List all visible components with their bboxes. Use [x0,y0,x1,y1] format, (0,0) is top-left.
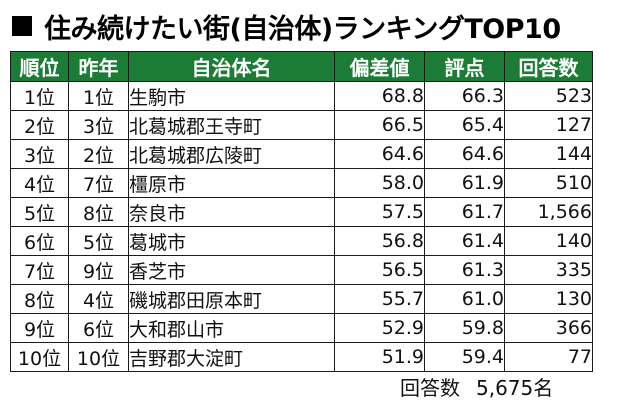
cell-rank: 8位 [10,284,69,314]
cell-rank: 4位 [10,168,69,198]
cell-deviation: 68.8 [334,81,425,111]
cell-deviation: 55.7 [334,284,425,314]
square-bullet-icon [12,16,32,36]
cell-rating: 59.4 [424,342,505,372]
cell-rank: 10位 [10,342,69,372]
header-responses: 回答数 [504,51,593,82]
table-row: 10位 10位 吉野郡大淀町 51.9 59.4 77 [10,342,593,372]
cell-rank: 3位 [10,139,69,169]
cell-municipality: 香芝市 [128,255,335,285]
total-responses-value: 5,675名 [476,376,554,400]
cell-last-year: 9位 [68,255,129,285]
cell-deviation: 57.5 [334,197,425,227]
cell-deviation: 66.5 [334,110,425,140]
cell-responses: 366 [504,313,593,343]
cell-deviation: 64.6 [334,139,425,169]
table-row: 3位 2位 北葛城郡広陵町 64.6 64.6 144 [10,139,593,169]
table-row: 8位 4位 磯城郡田原本町 55.7 61.0 130 [10,284,593,314]
cell-responses: 523 [504,81,593,111]
cell-responses: 77 [504,342,593,372]
cell-responses: 335 [504,255,593,285]
cell-rating: 61.9 [424,168,505,198]
cell-last-year: 10位 [68,342,129,372]
cell-municipality: 生駒市 [128,81,335,111]
cell-responses: 130 [504,284,593,314]
cell-deviation: 58.0 [334,168,425,198]
cell-rating: 61.3 [424,255,505,285]
cell-municipality: 奈良市 [128,197,335,227]
table-row: 1位 1位 生駒市 68.8 66.3 523 [10,81,593,111]
table-row: 5位 8位 奈良市 57.5 61.7 1,566 [10,197,593,227]
cell-rating: 61.4 [424,226,505,256]
table-row: 2位 3位 北葛城郡王寺町 66.5 65.4 127 [10,110,593,140]
header-rating: 評点 [424,51,505,82]
cell-last-year: 2位 [68,139,129,169]
cell-rating: 59.8 [424,313,505,343]
cell-rating: 61.0 [424,284,505,314]
cell-rank: 2位 [10,110,69,140]
cell-municipality: 北葛城郡広陵町 [128,139,335,169]
cell-rank: 7位 [10,255,69,285]
cell-municipality: 大和郡山市 [128,313,335,343]
cell-rating: 66.3 [424,81,505,111]
cell-rating: 65.4 [424,110,505,140]
total-responses-label: 回答数 [400,376,460,400]
cell-responses: 140 [504,226,593,256]
table-row: 4位 7位 橿原市 58.0 61.9 510 [10,168,593,198]
page-title-text: 住み続けたい街(自治体)ランキングTOP10 [44,13,561,45]
total-responses: 回答数 5,675名 [400,372,553,401]
cell-last-year: 1位 [68,81,129,111]
cell-rating: 64.6 [424,139,505,169]
cell-responses: 510 [504,168,593,198]
table-header-row: 順位 昨年 自治体名 偏差値 評点 回答数 [10,51,593,82]
cell-last-year: 4位 [68,284,129,314]
cell-last-year: 5位 [68,226,129,256]
table-row: 6位 5位 葛城市 56.8 61.4 140 [10,226,593,256]
cell-last-year: 7位 [68,168,129,198]
cell-rating: 61.7 [424,197,505,227]
header-deviation: 偏差値 [334,51,425,82]
cell-municipality: 橿原市 [128,168,335,198]
cell-deviation: 56.5 [334,255,425,285]
cell-municipality: 葛城市 [128,226,335,256]
cell-responses: 127 [504,110,593,140]
table-row: 9位 6位 大和郡山市 52.9 59.8 366 [10,313,593,343]
cell-responses: 144 [504,139,593,169]
cell-rank: 6位 [10,226,69,256]
header-last-year: 昨年 [68,51,129,82]
cell-rank: 5位 [10,197,69,227]
cell-deviation: 56.8 [334,226,425,256]
cell-rank: 9位 [10,313,69,343]
cell-municipality: 磯城郡田原本町 [128,284,335,314]
cell-last-year: 6位 [68,313,129,343]
cell-deviation: 51.9 [334,342,425,372]
cell-deviation: 52.9 [334,313,425,343]
cell-rank: 1位 [10,81,69,111]
header-rank: 順位 [10,51,69,82]
cell-last-year: 3位 [68,110,129,140]
ranking-table: 順位 昨年 自治体名 偏差値 評点 回答数 1位 1位 生駒市 68.8 66.3 523… [10,51,593,372]
page-title: 住み続けたい街(自治体)ランキングTOP10 [6,6,561,46]
cell-municipality: 吉野郡大淀町 [128,342,335,372]
header-municipality: 自治体名 [128,51,335,82]
cell-last-year: 8位 [68,197,129,227]
table-row: 7位 9位 香芝市 56.5 61.3 335 [10,255,593,285]
cell-municipality: 北葛城郡王寺町 [128,110,335,140]
cell-responses: 1,566 [504,197,593,227]
